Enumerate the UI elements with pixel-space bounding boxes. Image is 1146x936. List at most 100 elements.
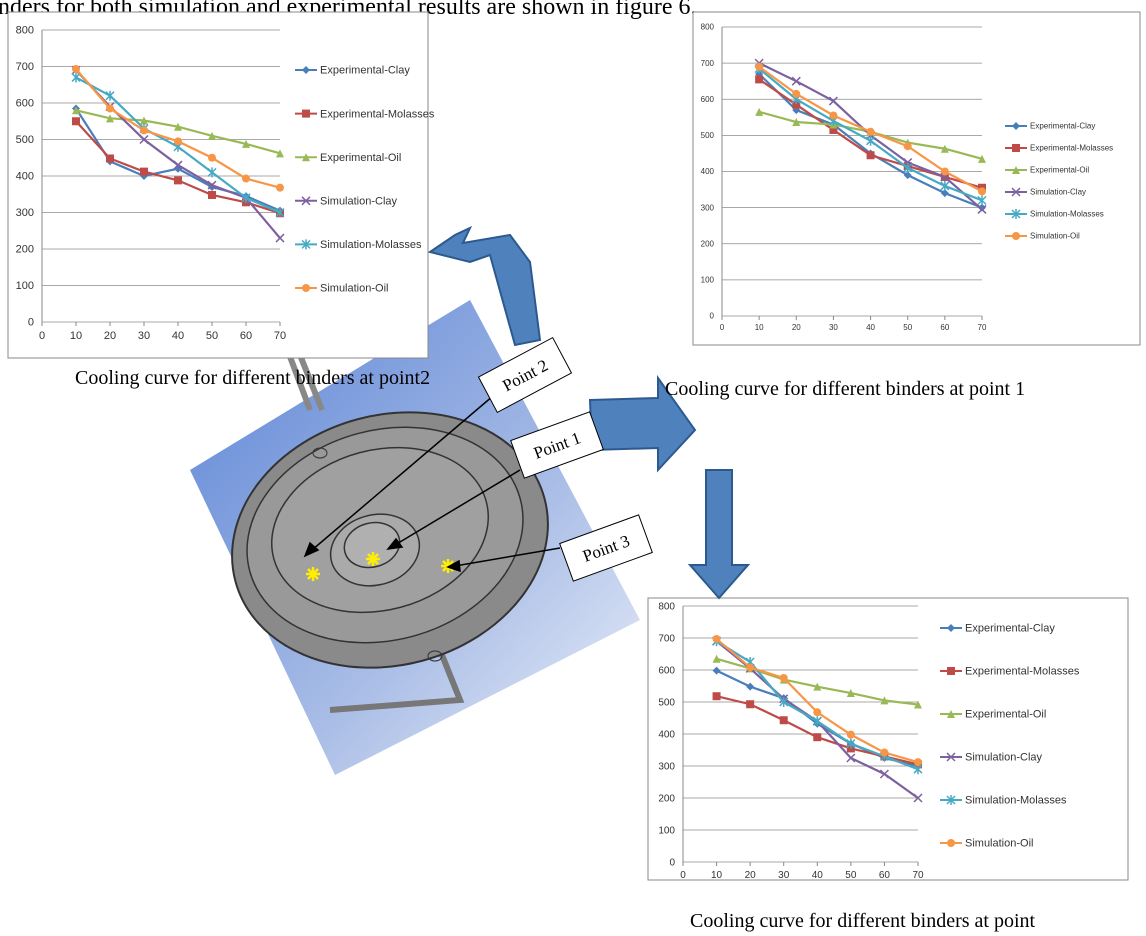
legend-label: Experimental-Molasses [1030,144,1113,153]
legend-label: Simulation-Molasses [1030,210,1104,219]
marker [140,168,148,176]
legend-marker [302,110,310,118]
x-tick-label: 60 [240,330,252,342]
marker [904,142,912,150]
y-tick-label: 600 [701,95,715,104]
legend-label: Simulation-Clay [965,752,1043,764]
marker [140,126,148,134]
x-tick-label: 50 [845,870,857,881]
marker [829,112,837,120]
y-tick-label: 800 [658,601,675,612]
x-tick-label: 50 [206,330,218,342]
y-tick-label: 800 [701,23,715,32]
x-tick-label: 10 [70,330,82,342]
marker [746,700,754,708]
legend-label: Experimental-Oil [965,709,1046,721]
legend-label: Simulation-Oil [965,838,1033,850]
x-tick-label: 30 [829,323,838,332]
y-tick-label: 200 [701,239,715,248]
marker [242,175,250,183]
marker [941,168,949,176]
x-tick-label: 40 [812,870,824,881]
legend-label: Simulation-Clay [1030,188,1086,197]
x-tick-label: 50 [903,323,912,332]
y-tick-label: 500 [16,134,34,146]
y-tick-label: 200 [658,793,675,804]
legend-label: Simulation-Molasses [965,795,1067,807]
marker [755,63,763,71]
legend-label: Experimental-Oil [1030,166,1089,175]
marker [208,154,216,162]
marker [72,65,80,73]
marker [780,674,788,682]
caption: Cooling curve for different binders at p… [690,910,1036,932]
x-tick-label: 70 [274,330,286,342]
marker [106,154,114,162]
legend-label: Simulation-Oil [320,283,388,295]
marker [813,708,821,716]
x-tick-label: 20 [792,323,801,332]
marker [174,137,182,145]
marker [713,692,721,700]
y-tick-label: 500 [658,697,675,708]
y-tick-label: 100 [658,825,675,836]
legend-label: Simulation-Clay [320,195,398,207]
legend-marker [947,667,955,675]
x-tick-label: 70 [978,323,987,332]
marker [780,716,788,724]
x-tick-label: 30 [778,870,790,881]
y-tick-label: 300 [16,207,34,219]
x-tick-label: 70 [912,870,924,881]
marker [792,90,800,98]
y-tick-label: 100 [701,276,715,285]
y-tick-label: 600 [16,98,34,110]
marker [72,117,80,125]
y-tick-label: 700 [16,61,34,73]
y-tick-label: 300 [658,761,675,772]
y-tick-label: 400 [658,729,675,740]
marker [867,151,875,159]
legend-label: Experimental-Clay [1030,122,1095,131]
y-tick-label: 0 [669,857,675,868]
marker [880,749,888,757]
legend-label: Simulation-Molasses [320,239,422,251]
marker [813,733,821,741]
x-tick-label: 60 [940,323,949,332]
y-tick-label: 200 [16,244,34,256]
marker [914,758,922,766]
y-tick-label: 500 [701,131,715,140]
legend-label: Experimental-Molasses [965,666,1080,678]
caption: Cooling curve for different binders at p… [665,378,1025,400]
y-tick-label: 0 [710,312,715,321]
legend-label: Experimental-Oil [320,152,401,164]
x-tick-label: 30 [138,330,150,342]
y-tick-label: 800 [16,25,34,37]
x-tick-label: 40 [866,323,875,332]
x-tick-label: 60 [879,870,891,881]
marker [867,128,875,136]
marker [276,184,284,192]
y-tick-label: 300 [701,203,715,212]
figure: nders for both simulation and experiment… [0,0,1146,936]
marker [106,104,114,112]
y-tick-label: 400 [16,171,34,183]
legend-marker [1012,232,1020,240]
x-tick-label: 0 [680,870,686,881]
legend-label: Experimental-Clay [965,623,1055,635]
x-tick-label: 0 [720,323,725,332]
marker [713,635,721,643]
y-tick-label: 600 [658,665,675,676]
legend-marker [1012,144,1020,152]
chart: 0100200300400500600700800010203040506070… [693,12,1140,345]
y-tick-label: 700 [658,633,675,644]
legend-label: Experimental-Clay [320,65,410,77]
x-tick-label: 10 [755,323,764,332]
x-tick-label: 0 [39,330,45,342]
legend-marker [302,284,310,292]
marker [208,191,216,199]
legend-label: Experimental-Molasses [320,108,435,120]
x-tick-label: 20 [104,330,116,342]
marker [174,176,182,184]
